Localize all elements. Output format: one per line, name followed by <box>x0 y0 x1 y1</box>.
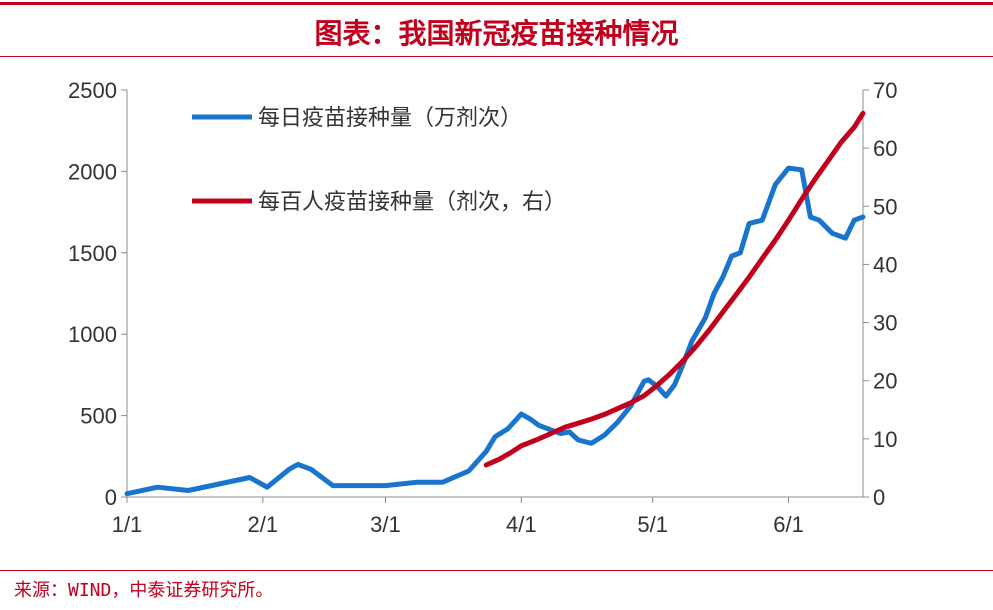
daily-vaccination-line <box>124 165 866 497</box>
right-axis-ticks: 0 10 20 30 40 50 60 70 <box>863 78 897 510</box>
left-tick-label: 0 <box>105 485 117 510</box>
page-title: 图表：我国新冠疫苗接种情况 <box>314 17 679 50</box>
right-tick-label: 70 <box>873 78 897 103</box>
x-tick-label: 2/1 <box>248 512 279 537</box>
x-tick-label: 4/1 <box>506 512 537 537</box>
right-tick-label: 10 <box>873 427 897 452</box>
left-tick-label: 2000 <box>68 159 117 184</box>
right-tick-label: 60 <box>873 136 897 161</box>
x-tick-label: 5/1 <box>637 512 668 537</box>
x-tick-label: 3/1 <box>370 512 401 537</box>
chart-axes <box>126 90 864 498</box>
series-lines <box>124 110 866 497</box>
legend-daily-label: 每日疫苗接种量（万剂次） <box>258 106 522 131</box>
right-tick-label: 40 <box>873 252 897 277</box>
right-tick-label: 0 <box>873 485 885 510</box>
right-tick-label: 50 <box>873 194 897 219</box>
right-tick-label: 20 <box>873 369 897 394</box>
x-axis-ticks: 1/1 2/1 3/1 4/1 5/1 6/1 <box>112 497 804 537</box>
left-tick-label: 1500 <box>68 241 117 266</box>
right-tick-label: 30 <box>873 311 897 336</box>
legend: 每日疫苗接种量（万剂次） 每百人疫苗接种量（剂次，右） <box>192 106 566 215</box>
legend-per-hundred-label: 每百人疫苗接种量（剂次，右） <box>258 190 566 215</box>
x-tick-label: 6/1 <box>773 512 804 537</box>
left-tick-label: 500 <box>80 404 117 429</box>
left-tick-label: 2500 <box>68 78 117 103</box>
x-tick-label: 1/1 <box>112 512 143 537</box>
source-note: 来源：WIND，中泰证券研究所。 <box>14 580 274 601</box>
bottom-rule <box>0 570 993 571</box>
title-rule <box>0 56 993 57</box>
top-rule <box>0 2 993 5</box>
per-hundred-vaccination-line <box>483 110 866 468</box>
left-tick-label: 1000 <box>68 322 117 347</box>
left-axis-ticks: 0 500 1000 1500 2000 2500 <box>68 78 127 510</box>
